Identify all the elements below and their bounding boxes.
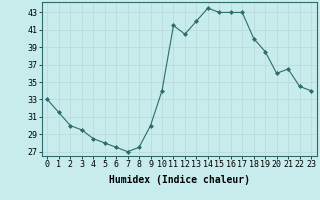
X-axis label: Humidex (Indice chaleur): Humidex (Indice chaleur): [109, 175, 250, 185]
